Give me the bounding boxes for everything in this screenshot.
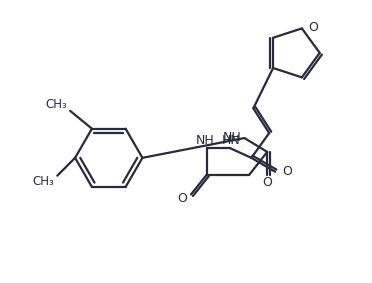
- Text: NH: NH: [223, 130, 241, 143]
- Text: CH₃: CH₃: [33, 175, 54, 188]
- Text: O: O: [282, 165, 292, 178]
- Text: O: O: [308, 21, 318, 34]
- Text: O: O: [262, 176, 272, 189]
- Text: O: O: [177, 192, 187, 205]
- Text: NH: NH: [195, 134, 214, 147]
- Text: CH₃: CH₃: [45, 98, 67, 112]
- Text: HN: HN: [222, 134, 241, 147]
